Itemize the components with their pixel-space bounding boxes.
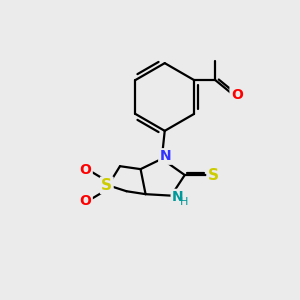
Text: O: O: [80, 163, 92, 177]
Text: H: H: [179, 197, 188, 207]
Text: S: S: [101, 178, 112, 193]
Text: S: S: [208, 167, 219, 182]
Text: N: N: [160, 149, 171, 164]
Text: O: O: [231, 88, 243, 102]
Text: N: N: [172, 190, 184, 204]
Text: O: O: [80, 194, 92, 208]
